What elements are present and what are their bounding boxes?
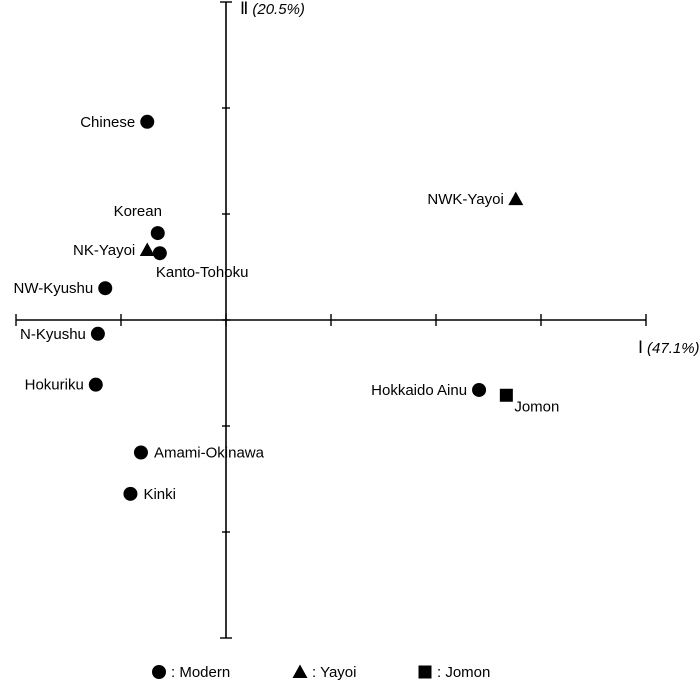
point-label: Chinese — [80, 114, 135, 131]
legend-circle-icon — [152, 665, 166, 679]
point-label: Hokkaido Ainu — [371, 382, 467, 399]
y-axis-name: Ⅱ — [240, 0, 248, 18]
modern-point-marker — [88, 377, 103, 392]
modern-point-marker — [472, 382, 487, 397]
point-label: Jomon — [514, 398, 559, 415]
modern-point-marker — [90, 326, 105, 341]
legend-triangle-icon — [292, 664, 308, 678]
point-label: NWK-Yayoi — [427, 191, 503, 208]
data-point: NW-Kyushu — [14, 280, 113, 297]
x-axis-label: Ⅰ (47.1%) — [638, 338, 700, 357]
x-axis-name: Ⅰ — [638, 338, 643, 357]
data-point: Jomon — [499, 388, 559, 415]
point-label: Kanto-Tohoku — [156, 264, 249, 281]
data-point: N-Kyushu — [20, 326, 105, 343]
legend: : Modern : Yayoi : Jomon — [152, 664, 490, 681]
legend-item: : Yayoi — [292, 664, 356, 681]
modern-point-marker — [133, 445, 148, 460]
data-point: Chinese — [80, 114, 155, 131]
y-axis-percent: (20.5%) — [252, 1, 305, 18]
point-label: Amami-Okinawa — [154, 445, 265, 462]
data-points: Chinese Korean NK-Yayoi Kanto-Tohoku NW-Kyus… — [14, 114, 560, 503]
data-point: Kanto-Tohoku — [152, 246, 249, 281]
legend-label: : Yayoi — [312, 664, 356, 681]
legend-square-icon — [418, 665, 432, 679]
yayoi-point-marker — [508, 191, 524, 206]
data-point: Kinki — [123, 486, 176, 503]
data-point: Amami-Okinawa — [133, 445, 265, 462]
legend-label: : Jomon — [437, 664, 490, 681]
legend-item: : Jomon — [418, 664, 490, 681]
modern-point-marker — [152, 246, 167, 261]
point-label: NW-Kyushu — [14, 280, 94, 297]
legend-label: : Modern — [171, 664, 230, 681]
data-point: Korean — [114, 203, 165, 241]
modern-point-marker — [123, 486, 138, 501]
axes: Ⅱ (20.5%) Ⅰ (47.1%) — [15, 0, 700, 639]
data-point: Hokkaido Ainu — [371, 382, 487, 399]
yayoi-point-marker — [139, 242, 155, 257]
point-label: Hokuriku — [25, 377, 84, 394]
point-label: Kinki — [143, 486, 176, 503]
modern-point-marker — [150, 226, 165, 241]
point-label: NK-Yayoi — [73, 242, 135, 259]
data-point: Hokuriku — [25, 377, 103, 394]
data-point: NK-Yayoi — [73, 242, 155, 259]
jomon-point-marker — [499, 388, 513, 402]
modern-point-marker — [140, 114, 155, 129]
point-label: N-Kyushu — [20, 326, 86, 343]
modern-point-marker — [98, 281, 113, 296]
y-axis-label: Ⅱ (20.5%) — [240, 0, 305, 18]
point-label: Korean — [114, 203, 162, 220]
x-axis-percent: (47.1%) — [647, 340, 700, 357]
legend-item: : Modern — [152, 664, 230, 681]
data-point: NWK-Yayoi — [427, 191, 524, 208]
